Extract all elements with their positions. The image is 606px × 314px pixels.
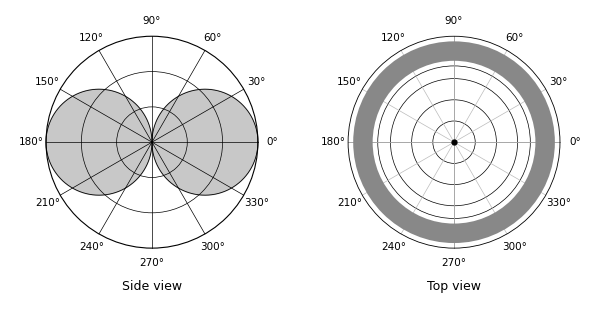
Text: 300°: 300° xyxy=(200,242,225,252)
Text: Side view: Side view xyxy=(122,280,182,293)
Text: 30°: 30° xyxy=(247,77,266,87)
Text: 90°: 90° xyxy=(445,16,463,26)
Text: 240°: 240° xyxy=(381,242,406,252)
Text: Top view: Top view xyxy=(427,280,481,293)
Text: 0°: 0° xyxy=(267,137,279,147)
Text: 210°: 210° xyxy=(337,198,362,208)
Text: 0°: 0° xyxy=(569,137,581,147)
Polygon shape xyxy=(46,89,152,195)
Text: 330°: 330° xyxy=(546,198,571,208)
Text: 60°: 60° xyxy=(203,33,222,43)
Text: 330°: 330° xyxy=(244,198,269,208)
Text: 30°: 30° xyxy=(550,77,568,87)
Text: 60°: 60° xyxy=(505,33,524,43)
Text: 180°: 180° xyxy=(321,137,346,147)
Text: 300°: 300° xyxy=(502,242,527,252)
Text: 90°: 90° xyxy=(143,16,161,26)
Text: 180°: 180° xyxy=(19,137,44,147)
Text: 120°: 120° xyxy=(79,33,104,43)
Text: 210°: 210° xyxy=(35,198,60,208)
Polygon shape xyxy=(152,89,258,195)
Text: 120°: 120° xyxy=(381,33,406,43)
Text: 270°: 270° xyxy=(139,258,164,268)
Text: 150°: 150° xyxy=(337,77,362,87)
Text: 270°: 270° xyxy=(442,258,467,268)
Text: 150°: 150° xyxy=(35,77,60,87)
Text: 240°: 240° xyxy=(79,242,104,252)
